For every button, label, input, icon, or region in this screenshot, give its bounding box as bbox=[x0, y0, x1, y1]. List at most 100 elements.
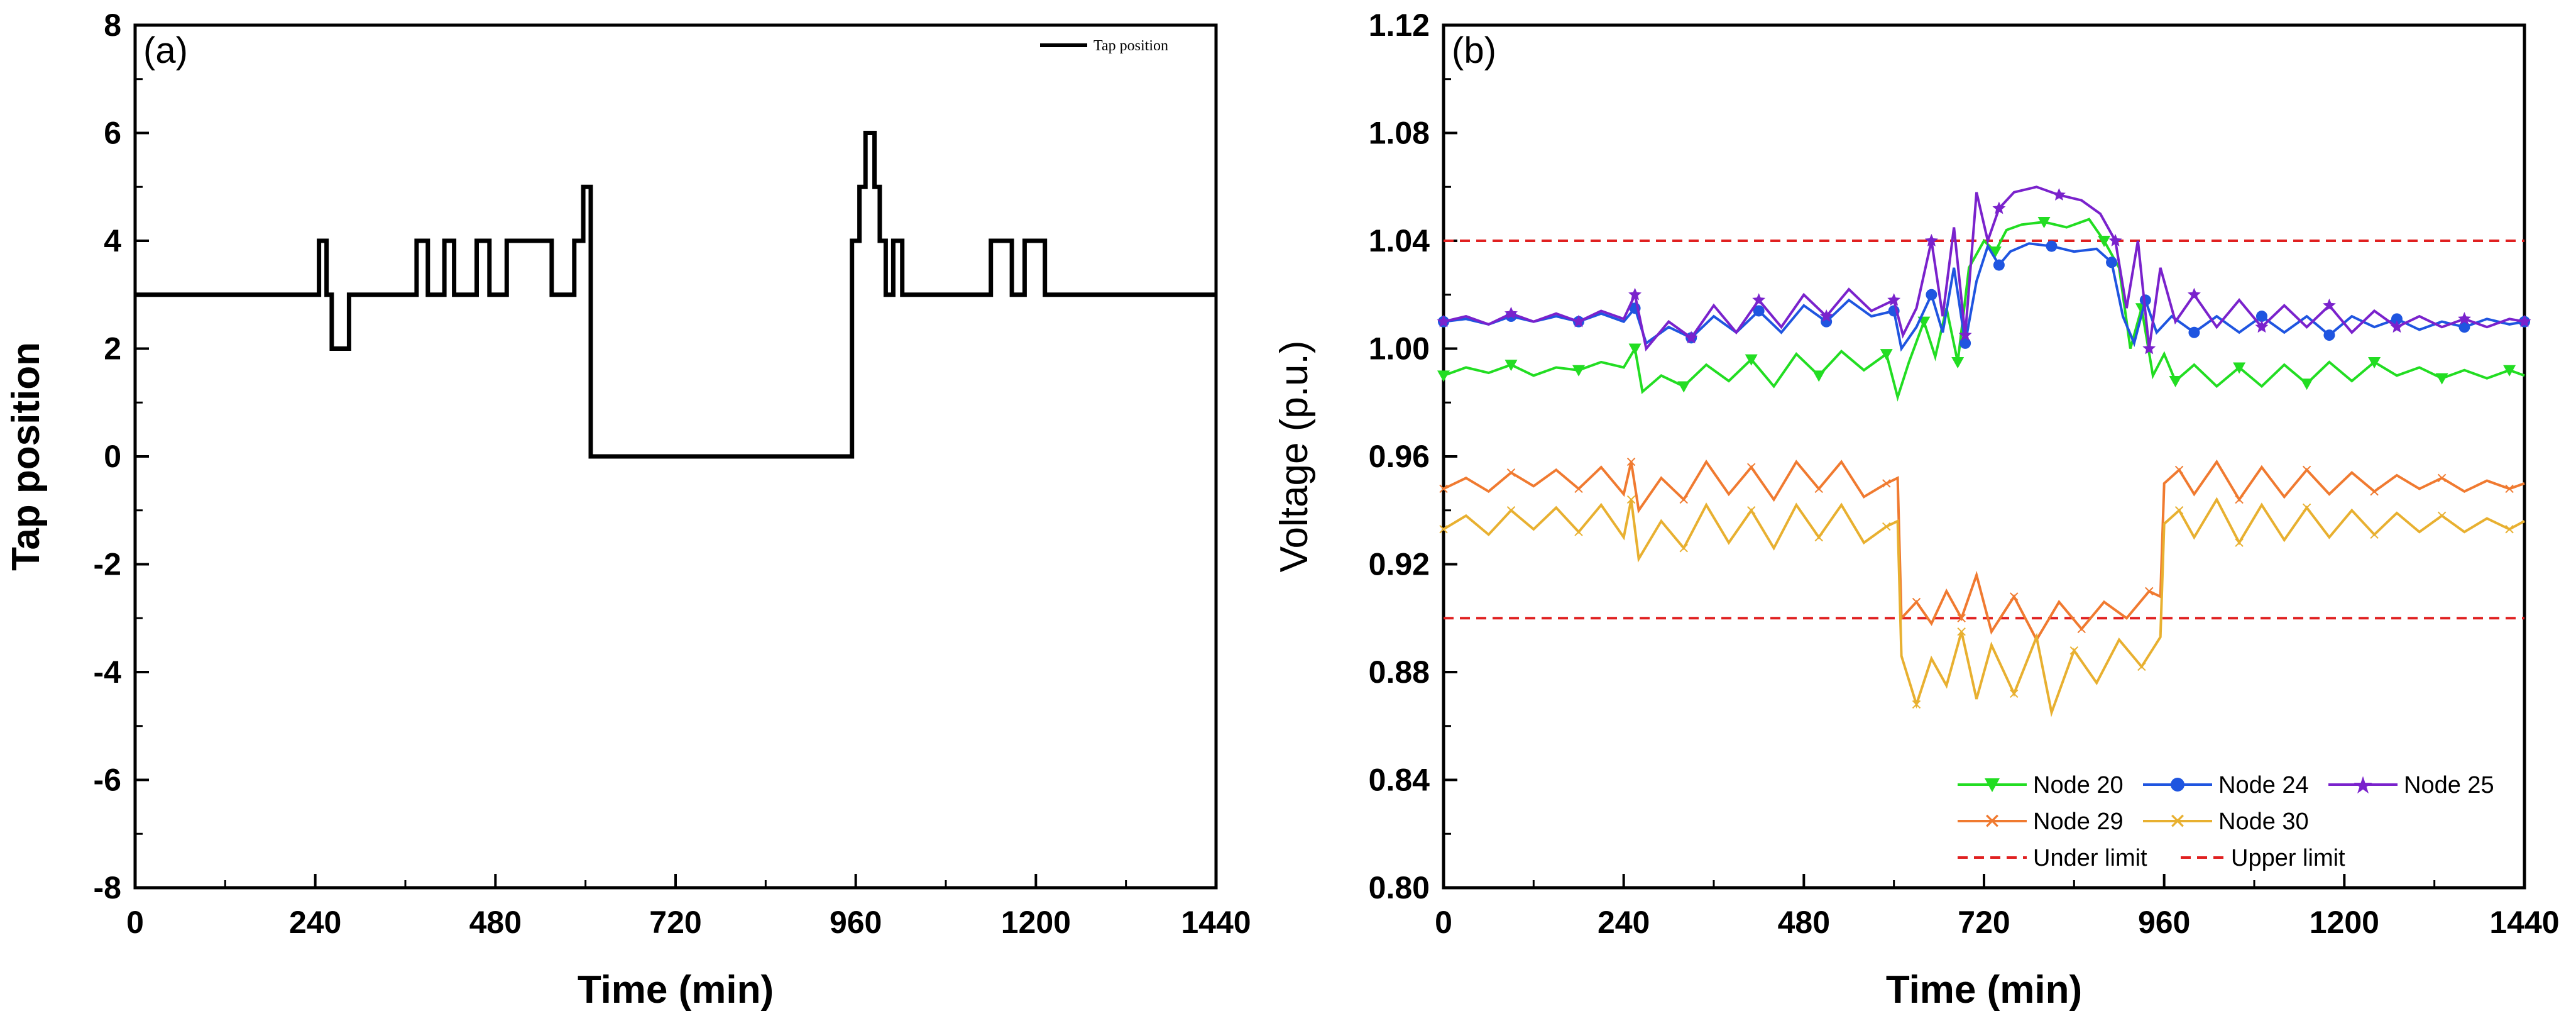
data-point-node-25 bbox=[2518, 314, 2531, 328]
data-point-node-25 bbox=[1684, 331, 1698, 344]
b-legend-label-upper-limit: Upper limit bbox=[2231, 845, 2345, 871]
a-y-tick-label: -4 bbox=[94, 654, 122, 690]
data-point-node-30 bbox=[1679, 544, 1688, 553]
a-legend-label: Tap position bbox=[1093, 38, 1168, 54]
data-point-node-24 bbox=[2391, 313, 2403, 325]
panel-b-series bbox=[1437, 185, 2531, 717]
data-point-node-24 bbox=[2255, 311, 2267, 323]
series-line-node-20 bbox=[1443, 218, 2525, 402]
series-line-node-24 bbox=[1443, 242, 2525, 352]
data-point-node-30 bbox=[2069, 646, 2079, 655]
data-point-node-29 bbox=[1439, 484, 1448, 494]
data-point-node-29 bbox=[2505, 484, 2514, 494]
series-line-tap-position bbox=[135, 131, 1216, 459]
panel-b-legend: Node 20 Node 24 ★ Node 25 ✕ Node 29 ✕ No… bbox=[1958, 772, 2494, 871]
b-y-tick-label: 1.08 bbox=[1369, 116, 1430, 151]
b-x-tick-label: 480 bbox=[1778, 905, 1830, 940]
data-point-node-20 bbox=[2233, 362, 2246, 374]
panel-b-x-tick-labels: 0 240 480 720 960 1200 1440 bbox=[1435, 905, 2560, 940]
data-point-node-25 bbox=[2255, 320, 2269, 333]
data-point-node-30 bbox=[2437, 511, 2447, 521]
panel-b-x-axis-title: Time (min) bbox=[1886, 968, 2082, 1012]
data-point-node-20 bbox=[2169, 375, 2182, 387]
data-point-node-29 bbox=[2235, 495, 2244, 504]
a-y-tick-label: 0 bbox=[104, 439, 121, 474]
data-point-node-20 bbox=[1812, 370, 1826, 382]
b-legend-marker-node20 bbox=[1985, 778, 2000, 792]
data-point-node-29 bbox=[1814, 484, 1823, 494]
data-point-node-20 bbox=[2503, 365, 2516, 377]
data-point-node-29 bbox=[1882, 479, 1891, 488]
b-legend-label-under-limit: Under limit bbox=[2033, 845, 2147, 871]
b-y-tick-label: 0.92 bbox=[1369, 547, 1430, 582]
data-point-node-20 bbox=[2037, 216, 2051, 228]
b-legend-label-node24: Node 24 bbox=[2218, 772, 2309, 798]
data-point-node-24 bbox=[1993, 259, 2005, 271]
b-y-tick-label: 1.04 bbox=[1369, 223, 1430, 258]
data-point-node-20 bbox=[1951, 356, 1965, 368]
data-point-node-29 bbox=[1574, 484, 1583, 494]
data-point-node-30 bbox=[1439, 525, 1448, 534]
series-line-node-25 bbox=[1443, 185, 2525, 351]
b-y-tick-label: 0.88 bbox=[1369, 654, 1430, 690]
b-legend-label-node20: Node 20 bbox=[2033, 772, 2124, 798]
panel-b-y-axis-title: Voltage (p.u.) bbox=[1273, 341, 1316, 573]
a-y-tick-label: 6 bbox=[104, 116, 121, 151]
data-point-node-29 bbox=[1626, 457, 1636, 466]
data-point-node-30 bbox=[2137, 662, 2146, 671]
data-point-node-30 bbox=[2174, 506, 2184, 515]
data-point-node-25 bbox=[1958, 328, 1972, 341]
data-point-node-30 bbox=[2235, 538, 2244, 547]
panel-b-y-tick-labels: 0.80 0.84 0.88 0.92 0.96 1.00 1.04 1.08 … bbox=[1369, 8, 1430, 905]
series-line-node-30 bbox=[1442, 497, 2525, 717]
data-point-node-24 bbox=[2323, 329, 2335, 341]
data-point-node-30 bbox=[1626, 495, 1636, 504]
data-point-node-20 bbox=[1572, 365, 1585, 377]
b-x-tick-label: 720 bbox=[1958, 905, 2010, 940]
data-point-node-25 bbox=[1572, 314, 1586, 328]
a-y-tick-label: 2 bbox=[104, 331, 121, 367]
data-point-node-30 bbox=[1882, 522, 1891, 531]
data-point-node-25 bbox=[2053, 188, 2066, 201]
panel-b-chart: 0 240 480 720 960 1200 1440 0.80 0.84 0.… bbox=[1273, 8, 2560, 1012]
a-x-tick-label: 240 bbox=[289, 905, 341, 940]
data-point-node-20 bbox=[2435, 373, 2448, 385]
b-y-tick-label: 0.96 bbox=[1369, 439, 1430, 474]
data-point-node-30 bbox=[2302, 503, 2311, 512]
a-y-tick-label: 4 bbox=[104, 223, 121, 258]
a-y-tick-label: 8 bbox=[104, 8, 121, 43]
data-point-node-20 bbox=[1988, 246, 2002, 258]
data-point-node-29 bbox=[2145, 587, 2154, 596]
b-legend-marker-node29: ✕ bbox=[1983, 810, 2002, 834]
data-point-node-25 bbox=[1437, 314, 1450, 328]
data-point-node-30 bbox=[2370, 530, 2379, 539]
b-legend-marker-node30: ✕ bbox=[2169, 810, 2187, 834]
a-y-tick-label: -6 bbox=[94, 763, 121, 798]
b-y-tick-label: 0.84 bbox=[1369, 763, 1430, 798]
a-x-tick-label: 720 bbox=[649, 905, 701, 940]
b-legend-label-node30: Node 30 bbox=[2218, 809, 2309, 835]
data-point-node-29 bbox=[2077, 624, 2086, 634]
b-legend-marker-node24 bbox=[2171, 778, 2184, 792]
data-point-node-29 bbox=[2010, 592, 2019, 601]
data-point-node-25 bbox=[1992, 201, 2006, 214]
data-point-node-20 bbox=[1437, 370, 1450, 382]
data-point-node-30 bbox=[2505, 525, 2514, 534]
data-point-node-25 bbox=[2188, 287, 2201, 301]
b-x-tick-label: 1200 bbox=[2310, 905, 2379, 940]
data-point-node-25 bbox=[2142, 341, 2156, 355]
data-point-node-20 bbox=[1880, 349, 1893, 361]
data-point-node-24 bbox=[1959, 337, 1971, 349]
data-point-node-20 bbox=[2098, 236, 2111, 247]
b-y-tick-label: 0.80 bbox=[1369, 870, 1430, 905]
data-point-node-25 bbox=[2323, 298, 2336, 311]
data-point-node-29 bbox=[1506, 468, 1516, 477]
a-x-tick-label: 480 bbox=[469, 905, 522, 940]
data-point-node-24 bbox=[1926, 289, 1937, 301]
data-point-node-25 bbox=[1504, 306, 1518, 319]
data-point-node-29 bbox=[1679, 495, 1688, 504]
data-point-node-29 bbox=[2370, 487, 2379, 496]
a-x-tick-label: 0 bbox=[126, 905, 144, 940]
panel-a-legend: Tap position bbox=[1040, 38, 1168, 54]
